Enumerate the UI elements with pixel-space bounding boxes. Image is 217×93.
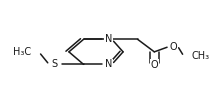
Text: S: S — [51, 59, 58, 69]
Text: H₃C: H₃C — [13, 47, 31, 57]
Text: O: O — [169, 41, 177, 52]
Text: N: N — [105, 34, 112, 44]
Text: CH₃: CH₃ — [192, 51, 210, 61]
Text: N: N — [105, 59, 112, 69]
Text: O: O — [151, 60, 158, 70]
